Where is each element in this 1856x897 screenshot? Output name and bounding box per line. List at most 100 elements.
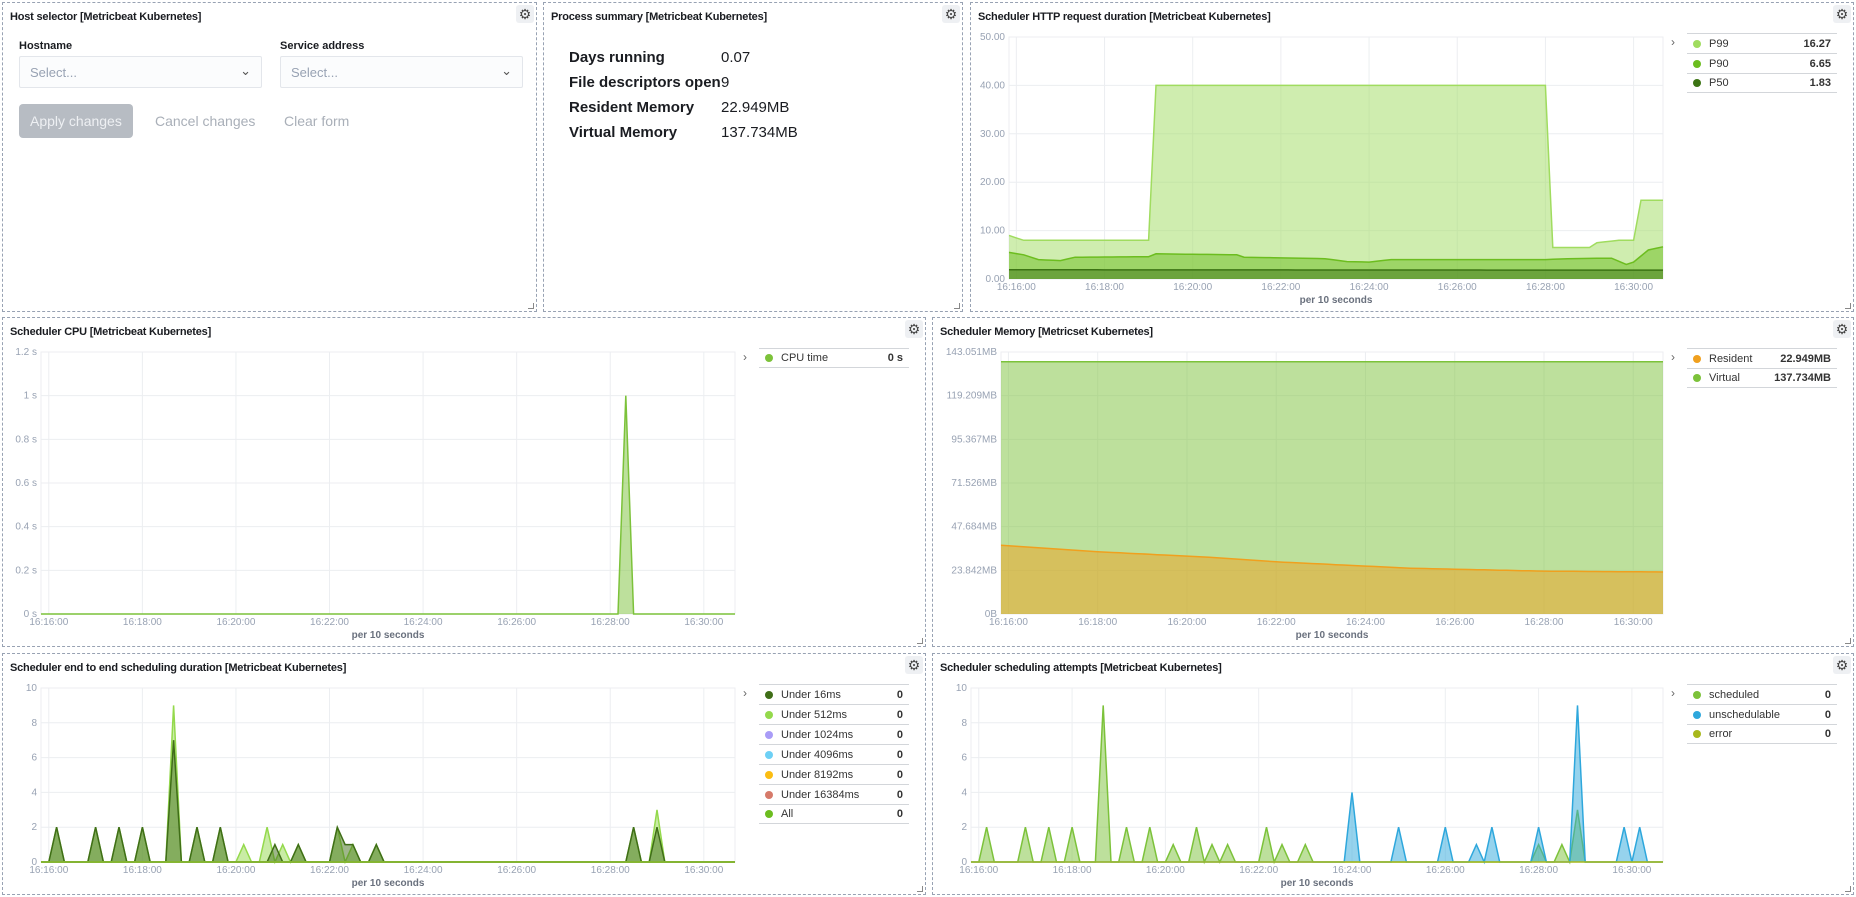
legend-label: All (781, 808, 794, 820)
chart-legend: › Resident 22.949MB Virtual 137.734MB (1671, 348, 1837, 388)
legend-item[interactable]: P90 6.65 (1687, 53, 1837, 73)
legend-item[interactable]: unschedulable 0 (1687, 704, 1837, 724)
y-tick-label: 50.00 (980, 32, 1005, 43)
legend-item[interactable]: Under 8192ms 0 (759, 764, 909, 784)
series-line-scheduled (971, 705, 1663, 865)
chart-svg: 0B 23.842MB 47.684MB 71.526MB 95.367MB 119.20… (946, 347, 1664, 641)
cancel-changes-button[interactable]: Cancel changes (155, 113, 256, 129)
summary-label: File descriptors open (569, 74, 721, 91)
resize-handle[interactable] (1845, 638, 1851, 644)
gear-icon[interactable]: ⚙ (905, 320, 923, 338)
legend-item[interactable]: Under 16384ms 0 (759, 784, 909, 804)
legend-item[interactable]: scheduled 0 (1687, 684, 1837, 704)
x-axis-label: per 10 seconds (1300, 295, 1373, 306)
x-tick-label: 16:18:00 (1078, 617, 1117, 628)
legend-value: 1.83 (1809, 77, 1831, 89)
summary-label: Days running (569, 49, 665, 66)
legend-item[interactable]: CPU time 0 s (759, 348, 909, 368)
legend-color-dot (1693, 354, 1701, 363)
series-line-p90 (1008, 246, 1664, 266)
clear-form-button[interactable]: Clear form (284, 113, 350, 129)
x-tick-label: 16:18:00 (1053, 865, 1092, 876)
resize-handle[interactable] (1845, 303, 1851, 309)
gear-icon[interactable]: ⚙ (1833, 656, 1851, 674)
legend-item[interactable]: Under 4096ms 0 (759, 744, 909, 764)
legend-value: 0 (896, 808, 903, 820)
y-tick-label: 95.367MB (951, 434, 997, 445)
legend-item[interactable]: All 0 (759, 804, 909, 824)
resize-handle[interactable] (528, 303, 534, 309)
resize-handle[interactable] (917, 886, 923, 892)
x-tick-label: 16:16:00 (29, 865, 68, 876)
x-tick-label: 16:30:00 (1614, 282, 1653, 293)
x-tick-label: 16:20:00 (1146, 865, 1185, 876)
legend-value: 137.734MB (1774, 372, 1831, 384)
panel-title: Process summary [Metricbeat Kubernetes] (551, 11, 767, 23)
chevron-right-icon[interactable]: › (743, 686, 747, 700)
service-address-placeholder: Select... (291, 65, 338, 80)
y-tick-label: 1.2 s (15, 347, 37, 358)
x-tick-label: 16:22:00 (1239, 865, 1278, 876)
x-tick-label: 16:28:00 (1519, 865, 1558, 876)
y-tick-label: 0.2 s (15, 565, 37, 576)
series-area-virtual (1001, 361, 1663, 614)
legend-item[interactable]: Virtual 137.734MB (1687, 368, 1837, 388)
gear-icon[interactable]: ⚙ (942, 5, 960, 23)
legend-item[interactable]: Resident 22.949MB (1687, 348, 1837, 368)
hostname-select[interactable]: Select... ⌄ (19, 56, 262, 88)
legend-color-dot (1693, 730, 1701, 738)
panel-title: Scheduler CPU [Metricbeat Kubernetes] (10, 326, 212, 338)
host-selector-panel: Host selector [Metricbeat Kubernetes] ⚙ … (2, 2, 537, 312)
chevron-right-icon[interactable]: › (1671, 350, 1675, 364)
legend-item[interactable]: P50 1.83 (1687, 73, 1837, 93)
gear-icon[interactable]: ⚙ (1833, 5, 1851, 23)
resize-handle[interactable] (954, 303, 960, 309)
legend-item[interactable]: Under 16ms 0 (759, 684, 909, 704)
legend-label: Under 8192ms (781, 768, 854, 781)
hostname-label: Hostname (19, 40, 73, 52)
legend-item[interactable]: Under 1024ms 0 (759, 724, 909, 744)
chevron-right-icon[interactable]: › (743, 350, 747, 364)
x-axis-label: per 10 seconds (1281, 878, 1354, 889)
y-tick-label: 30.00 (980, 129, 1005, 140)
chart-panel-mem: Scheduler Memory [Metricset Kubernetes] ⚙… (932, 317, 1854, 647)
resize-handle[interactable] (1845, 886, 1851, 892)
y-tick-label: 4 (961, 787, 967, 798)
resize-handle[interactable] (917, 638, 923, 644)
gear-icon[interactable]: ⚙ (1833, 320, 1851, 338)
x-tick-label: 16:16:00 (997, 282, 1036, 293)
legend-label: Under 512ms (781, 708, 848, 721)
legend-value: 0 (1824, 708, 1831, 721)
chart-legend: › CPU time 0 s (743, 348, 909, 368)
x-tick-label: 16:28:00 (591, 865, 630, 876)
x-tick-label: 16:30:00 (1614, 617, 1653, 628)
chart-legend: › P99 16.27 P90 6.65 P50 1.83 (1671, 33, 1837, 93)
chevron-right-icon[interactable]: › (1671, 35, 1675, 49)
y-tick-label: 8 (31, 718, 37, 729)
legend-label: Under 1024ms (781, 728, 854, 741)
series-area-under-16ms (41, 740, 735, 862)
legend-label: Resident (1709, 352, 1753, 365)
x-tick-label: 16:30:00 (684, 617, 723, 628)
legend-item[interactable]: P99 16.27 (1687, 33, 1837, 53)
apply-changes-button[interactable]: Apply changes (19, 104, 133, 138)
legend-item[interactable]: Under 512ms 0 (759, 704, 909, 724)
legend-color-dot (765, 690, 773, 699)
gear-icon[interactable]: ⚙ (516, 5, 534, 23)
chart-legend: › Under 16ms 0 Under 512ms 0 Under 1024ms 0 Und… (743, 684, 909, 824)
legend-value: 0 (896, 748, 903, 761)
panel-title: Host selector [Metricbeat Kubernetes] (10, 11, 202, 23)
legend-color-dot (1693, 79, 1701, 87)
chart-legend: › scheduled 0 unschedulable 0 error 0 (1671, 684, 1837, 744)
chevron-right-icon[interactable]: › (1671, 686, 1675, 700)
y-tick-label: 143.051MB (946, 347, 997, 358)
legend-label: Under 4096ms (781, 748, 854, 761)
x-tick-label: 16:20:00 (1173, 282, 1212, 293)
legend-item[interactable]: error 0 (1687, 724, 1837, 744)
service-address-select[interactable]: Select... ⌄ (280, 56, 523, 88)
legend-value: 0 (896, 728, 903, 741)
gear-icon[interactable]: ⚙ (905, 656, 923, 674)
y-tick-label: 0.8 s (15, 434, 37, 445)
chart-panel-e2e: Scheduler end to end scheduling duration… (2, 653, 926, 895)
y-tick-label: 0.6 s (15, 478, 37, 489)
